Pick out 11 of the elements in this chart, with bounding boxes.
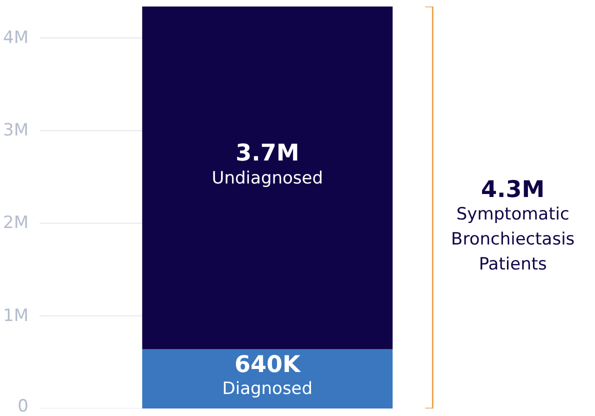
y-tick-label: 0 xyxy=(18,396,29,416)
text: 4.3M xyxy=(481,176,545,203)
y-tick-label: 2M xyxy=(3,213,28,234)
text: Symptomatic Bronchiectasis Patients xyxy=(451,204,575,275)
y-tick-label: 4M xyxy=(3,28,28,48)
y-tick-label: 3M xyxy=(3,120,28,141)
data-label: 640K xyxy=(234,352,302,378)
series-label: Undiagnosed xyxy=(212,168,324,189)
y-tick-label: 1M xyxy=(3,306,28,326)
series-label: Diagnosed xyxy=(222,378,313,399)
data-label: 3.7M xyxy=(236,140,300,167)
